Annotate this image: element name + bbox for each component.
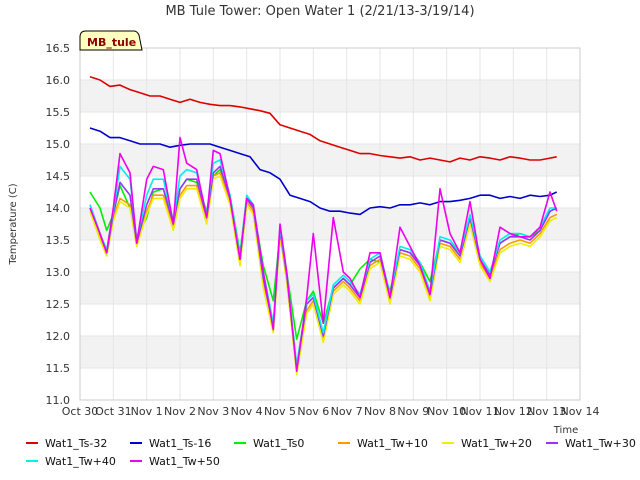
y-tick-label: 11.5	[46, 362, 71, 375]
legend-label: Wat1_Ts-32	[45, 437, 107, 450]
x-tick-label: Nov 14	[561, 405, 600, 418]
x-tick-label: Nov 13	[527, 405, 566, 418]
y-tick-label: 16.0	[46, 74, 71, 87]
y-tick-label: 14.0	[46, 202, 71, 215]
background-band	[80, 368, 580, 400]
site-label-text: MB_tule	[87, 36, 136, 49]
legend-label: Wat1_Ts-16	[149, 437, 211, 450]
legend-item: Wat1_Tw+30	[546, 437, 636, 450]
x-tick-label: Nov 6	[297, 405, 329, 418]
site-label-tab	[79, 30, 143, 51]
legend-item: Wat1_Ts-16	[130, 437, 211, 450]
legend-item: Wat1_Tw+40	[26, 455, 116, 468]
y-tick-label: 15.0	[46, 138, 71, 151]
legend-label: Wat1_Tw+10	[357, 437, 428, 450]
y-tick-label: 12.0	[46, 330, 71, 343]
legend: Wat1_Ts-32 Wat1_Ts-16 Wat1_Ts0 Wat1_Tw+10 Wa…	[26, 437, 636, 468]
background-band	[80, 144, 580, 176]
x-tick-label: Nov 12	[494, 405, 533, 418]
plot-area	[79, 47, 581, 401]
x-tick-label: Nov 8	[364, 405, 396, 418]
series-line-wat1-ts-32	[89, 76, 557, 163]
legend-label: Wat1_Tw+50	[149, 455, 220, 468]
background-band	[80, 336, 580, 368]
chart-title: MB Tule Tower: Open Water 1 (2/21/13-3/1…	[165, 4, 474, 19]
y-tick-label: 13.5	[46, 234, 71, 247]
background-band	[80, 208, 580, 240]
x-tick-label: Nov 3	[197, 405, 229, 418]
legend-item: Wat1_Ts-32	[26, 437, 107, 450]
y-axis-label: Temperature (C)	[8, 183, 19, 265]
legend-label: Wat1_Ts0	[253, 437, 304, 450]
x-tick-label: Nov 1	[131, 405, 163, 418]
x-tick-label: Nov 11	[461, 405, 500, 418]
series-lines	[89, 76, 558, 376]
legend-label: Wat1_Tw+30	[565, 437, 636, 450]
background-band	[80, 112, 580, 144]
grid-lines	[79, 47, 581, 401]
x-tick-label: Oct 30	[62, 405, 99, 418]
y-tick-label: 16.5	[46, 42, 71, 55]
background-band	[80, 80, 580, 112]
x-tick-label: Nov 5	[264, 405, 296, 418]
x-tick-label: Nov 4	[231, 405, 263, 418]
background-band	[80, 48, 580, 80]
legend-item: Wat1_Ts0	[234, 437, 304, 450]
x-tick-label: Nov 10	[427, 405, 466, 418]
series-line-wat1-tw-50	[89, 136, 558, 373]
legend-item: Wat1_Tw+20	[442, 437, 532, 450]
site-label-box: MB_tule	[79, 30, 143, 51]
y-tick-label: 11.0	[46, 394, 71, 407]
y-tick-label: 15.5	[46, 106, 71, 119]
y-axis-ticks: 11.0 11.5 12.0 12.5 13.0 13.5 14.0 14.5 15.0 15.5…	[46, 42, 71, 407]
legend-label: Wat1_Tw+40	[45, 455, 116, 468]
y-tick-label: 14.5	[46, 170, 71, 183]
legend-item: Wat1_Tw+50	[130, 455, 220, 468]
plot-background-bands	[80, 48, 580, 400]
x-tick-label: Nov 2	[164, 405, 196, 418]
y-tick-label: 13.0	[46, 266, 71, 279]
legend-label: Wat1_Tw+20	[461, 437, 532, 450]
x-tick-label: Oct 31	[95, 405, 132, 418]
y-tick-label: 12.5	[46, 298, 71, 311]
series-line-wat1-tw-20	[89, 175, 558, 376]
x-axis-label: Time	[553, 425, 578, 436]
legend-item: Wat1_Tw+10	[338, 437, 428, 450]
x-tick-label: Nov 7	[331, 405, 363, 418]
x-tick-label: Nov 9	[397, 405, 429, 418]
series-line-wat1-ts-16	[89, 127, 558, 216]
